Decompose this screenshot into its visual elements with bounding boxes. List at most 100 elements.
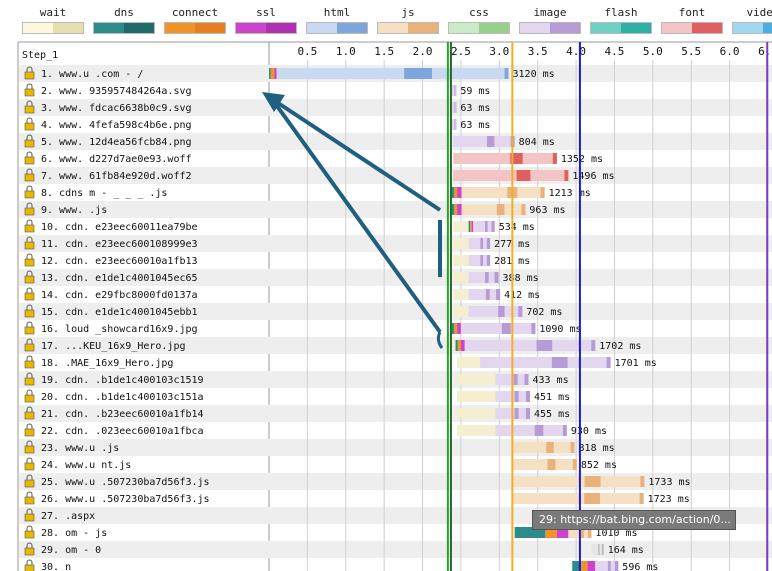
duration-label: 1090 ms <box>539 324 581 335</box>
duration-label: 534 ms <box>499 222 535 233</box>
bar-wait <box>453 238 469 249</box>
step-label: Step_1 <box>22 50 58 61</box>
chart-rows: 1. www.u .com - / 3120 ms 2. www. 93595748… <box>24 66 691 571</box>
lock-icon <box>24 530 35 539</box>
bar-download <box>451 85 457 96</box>
lock-shackle <box>26 117 33 123</box>
lock-shackle <box>26 185 33 191</box>
bar-download-chunk <box>584 493 601 504</box>
bar-download-end <box>526 391 531 402</box>
bar-wait <box>453 272 469 283</box>
bar-download-chunk <box>551 357 568 368</box>
bar-download-chunk <box>534 425 544 436</box>
legend-label: connect <box>171 6 219 19</box>
request-url: 4. www. 4fefa598c4b6e.png <box>41 120 192 131</box>
legend-item-css: css <box>444 6 514 34</box>
lock-shackle <box>26 474 33 480</box>
duration-label: 1701 ms <box>615 358 657 369</box>
bar-wait <box>453 221 469 232</box>
duration-label: 963 ms <box>529 205 565 216</box>
bar-download <box>453 170 569 181</box>
lock-icon <box>24 241 35 250</box>
request-url: 18. .MAE_16x9_Hero.jpg <box>41 358 173 369</box>
bar-download-end <box>640 476 645 487</box>
bar-download-chunk <box>607 561 611 571</box>
bar-download-end <box>564 170 569 181</box>
lock-icon <box>24 122 35 131</box>
lock-shackle <box>26 287 33 293</box>
lock-shackle <box>26 338 33 344</box>
legend-item-image: image <box>515 6 585 34</box>
bar-download-end <box>601 544 604 555</box>
legend-swatch <box>306 22 368 34</box>
legend-swatch <box>93 22 155 34</box>
request-url: 26. www.u .507230ba7d56f3.js <box>41 494 210 505</box>
tick-label-2.0: 2.0 <box>413 45 433 58</box>
table-row: 25. www.u .507230ba7d56f3.js 1733 ms <box>24 474 691 488</box>
bar-download-chunk <box>454 85 455 96</box>
table-row: 9. www. .js 963 ms <box>24 202 566 216</box>
bar-download-end <box>639 493 644 504</box>
bar-connect <box>454 204 458 215</box>
bar-download-chunk <box>485 289 490 300</box>
legend-label: js <box>401 6 415 19</box>
row-stripe <box>19 201 772 218</box>
legend-item-wait: wait <box>18 6 88 34</box>
lock-icon <box>24 258 35 267</box>
request-url: 14. cdn. e29fbc8000fd0137a <box>41 290 198 301</box>
tick-label-3.0: 3.0 <box>489 45 509 58</box>
lock-shackle <box>26 304 33 310</box>
lock-icon <box>24 139 35 148</box>
table-row: 6. www. d227d7ae0e93.woff 1352 ms <box>24 151 603 165</box>
duration-label: 1213 ms <box>549 188 591 199</box>
bar-wait <box>453 289 469 300</box>
tick-label-2.5: 2.5 <box>451 45 471 58</box>
bar-download-end <box>496 289 501 300</box>
lock-icon <box>24 156 35 165</box>
bar-wait <box>457 357 481 368</box>
table-row: 22. cdn. .023eec60010a1fbca 930 ms <box>24 423 607 437</box>
bar-download-end <box>455 85 457 96</box>
bar-dns <box>514 527 546 538</box>
request-url: 16. loud _showcard16x9.jpg <box>41 324 198 335</box>
row-stripe <box>19 541 772 558</box>
request-url: 17. ...KEU_16x9_Hero.jpg <box>41 341 186 352</box>
request-url: 19. cdn. .b1de1c400103c1519 <box>41 375 204 386</box>
bar-download <box>468 272 499 283</box>
row-stripe <box>19 269 772 286</box>
bar-ssl <box>457 204 462 215</box>
duration-label: 930 ms <box>571 426 607 437</box>
lock-shackle <box>26 236 33 242</box>
bar-ssl <box>274 68 277 79</box>
lock-icon <box>24 105 35 114</box>
legend-swatch <box>519 22 581 34</box>
duration-label: 1352 ms <box>561 154 603 165</box>
legend-label: html <box>323 6 351 19</box>
table-row: 30. n 596 ms <box>24 559 658 571</box>
lock-icon <box>24 71 35 80</box>
request-url: 5. www. 12d4ea56fcb84.png <box>41 137 192 148</box>
bar-download-chunk <box>546 442 554 453</box>
bar-download-chunk <box>496 204 505 215</box>
duration-label: 433 ms <box>532 375 568 386</box>
annotation-arrows <box>262 92 444 349</box>
bar-connect <box>470 221 472 232</box>
request-url: 24. www.u nt.js <box>41 460 131 471</box>
legend-swatch <box>377 22 439 34</box>
table-row: 10. cdn. e23eec60011ea79be 534 ms <box>24 219 535 233</box>
bar-download-end <box>486 255 491 266</box>
request-url: 15. cdn. e1de1c4001045ebb1 <box>41 307 198 318</box>
legend-item-dns: dns <box>89 6 159 34</box>
bar-download-end <box>531 323 536 334</box>
bar-dns <box>451 204 455 215</box>
lock-shackle <box>26 168 33 174</box>
lock-icon <box>24 309 35 318</box>
duration-label: 455 ms <box>534 409 570 420</box>
lock-shackle <box>26 270 33 276</box>
legend-item-font: font <box>657 6 727 34</box>
duration-label: 702 ms <box>526 307 562 318</box>
table-row: 13. cdn. e1de1c4001045ec65 388 ms <box>24 270 539 284</box>
bar-download-chunk <box>498 306 505 317</box>
lock-shackle <box>26 321 33 327</box>
bar-download-chunk <box>487 136 495 147</box>
